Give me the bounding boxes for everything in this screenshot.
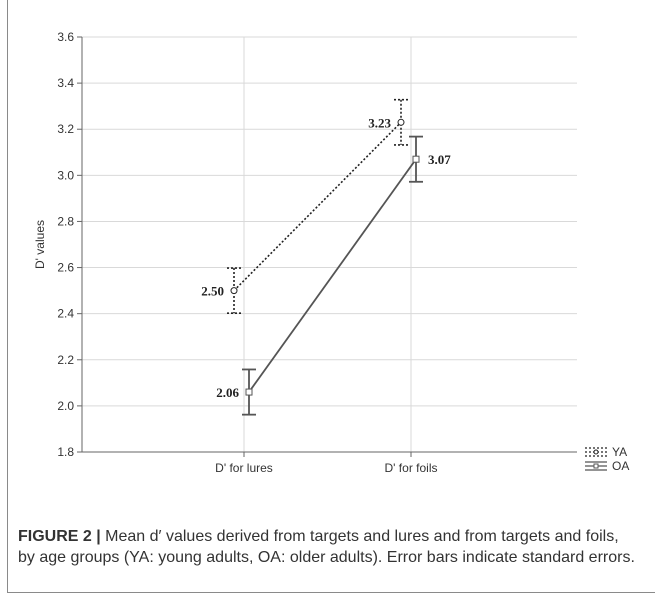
data-point (245, 388, 253, 396)
grid (82, 36, 577, 452)
y-tick-label: 2.2 (57, 353, 74, 367)
legend-marker (593, 449, 599, 455)
data-label: 2.50 (201, 284, 224, 299)
y-tick-label: 3.6 (57, 30, 74, 44)
y-tick-label: 3.2 (57, 122, 74, 136)
y-tick-label: 3.4 (57, 76, 74, 90)
caption-text: Mean d′ values derived from targets and … (18, 528, 635, 566)
data-label: 3.23 (368, 115, 391, 130)
legend-marker (593, 463, 599, 469)
legend-label: YA (612, 445, 627, 459)
legend-item-YA: YA (585, 445, 627, 459)
data-label: 2.06 (216, 385, 239, 400)
data-point (412, 155, 420, 163)
legend-label: OA (612, 459, 629, 473)
series: 2.50 3.23 2.06 3.07 (201, 98, 451, 416)
line-chart: 1.8 2.0 2.2 2.4 2.6 2.8 3.0 3.2 3.4 3.6 D' for lur… (33, 30, 629, 475)
series-line-YA (233, 121, 402, 292)
x-tick-label: D' for lures (215, 461, 273, 475)
legend-item-OA: OA (585, 459, 629, 473)
y-tick-label: 2.6 (57, 261, 74, 275)
figure-frame (7, 0, 655, 593)
axes: 1.8 2.0 2.2 2.4 2.6 2.8 3.0 3.2 3.4 3.6 D' for lur… (33, 30, 577, 475)
x-tick-label: D' for foils (385, 461, 438, 475)
y-tick-label: 2.4 (57, 307, 74, 321)
data-point (397, 118, 405, 126)
caption-label: FIGURE 2 | (18, 528, 101, 545)
figure-caption: FIGURE 2 | Mean d′ values derived from t… (18, 526, 638, 568)
y-axis-label: D' values (33, 220, 47, 269)
y-tick-label: 1.8 (57, 445, 74, 459)
y-tick-label: 3.0 (57, 168, 74, 182)
y-tick-label: 2.8 (57, 214, 74, 228)
series-line-OA (248, 158, 417, 393)
data-label: 3.07 (428, 152, 451, 167)
y-tick-label: 2.0 (57, 399, 74, 413)
data-point (230, 287, 238, 295)
